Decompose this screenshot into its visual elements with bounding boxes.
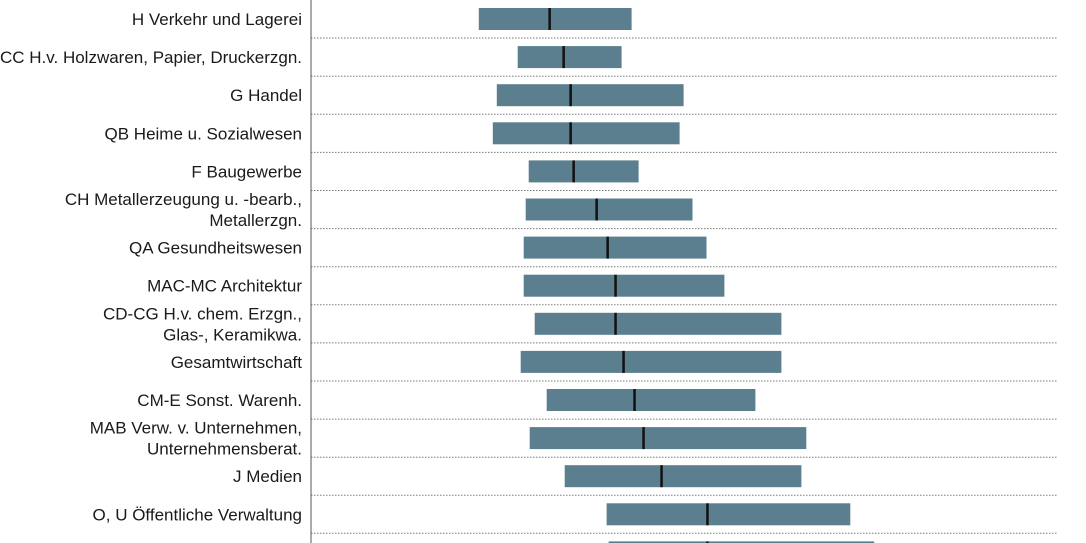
category-label-line: CC H.v. Holzwaren, Papier, Druckerzgn.	[0, 48, 302, 67]
median-marker	[569, 122, 572, 145]
category-label: Gesamtwirtschaft	[171, 353, 303, 372]
median-marker	[622, 350, 625, 373]
range-bar	[606, 503, 851, 526]
range-bar	[534, 312, 782, 335]
range-bar	[492, 122, 680, 145]
category-label-line: MAC-MC Architektur	[147, 277, 302, 296]
range-bar	[608, 541, 875, 543]
category-labels: H Verkehr und Lagerei CC H.v. Holzwaren, …	[0, 10, 302, 524]
range-bar	[528, 160, 639, 183]
category-label: CD-CG H.v. chem. Erzgn., Glas-, Keramikwa…	[103, 304, 302, 344]
category-label: MAB Verw. v. Unternehmen, Unternehmensber…	[90, 419, 302, 459]
category-label-line: QB Heime u. Sozialwesen	[105, 124, 302, 143]
median-marker	[562, 46, 565, 69]
category-label: H Verkehr und Lagerei	[132, 10, 302, 29]
category-label-line: Metallerzgn.	[209, 211, 302, 230]
median-marker	[614, 274, 617, 297]
range-bar	[478, 8, 632, 30]
range-bar	[546, 389, 756, 411]
category-label-line: Unternehmensberat.	[147, 440, 302, 459]
category-label: CH Metallerzeugung u. -bearb., Metallerzg…	[65, 190, 302, 230]
median-marker	[569, 84, 572, 107]
category-label-line: H Verkehr und Lagerei	[132, 10, 302, 29]
median-marker	[595, 198, 598, 221]
category-label: MAC-MC Architektur	[147, 277, 302, 296]
category-label: G Handel	[230, 86, 302, 105]
median-marker	[614, 312, 617, 335]
category-label-line: O, U Öffentliche Verwaltung	[93, 505, 302, 524]
median-marker	[706, 541, 709, 543]
range-bar	[520, 350, 782, 373]
median-marker	[548, 8, 551, 30]
median-marker	[633, 389, 636, 411]
category-label: QB Heime u. Sozialwesen	[105, 124, 302, 143]
category-label: O, U Öffentliche Verwaltung	[93, 505, 302, 524]
range-bar	[523, 236, 707, 259]
median-marker	[572, 160, 575, 183]
category-label-line: G Handel	[230, 86, 302, 105]
category-label-line: CH Metallerzeugung u. -bearb.,	[65, 190, 302, 209]
category-label: CM-E Sonst. Warenh.	[137, 391, 302, 410]
category-label: J Medien	[233, 467, 302, 486]
category-label-line: QA Gesundheitswesen	[129, 239, 302, 258]
range-bar	[529, 427, 807, 450]
category-label-line: Gesamtwirtschaft	[171, 353, 303, 372]
range-bar	[564, 465, 802, 488]
range-bar	[496, 84, 684, 107]
median-marker	[642, 427, 645, 450]
category-label-line: Glas-, Keramikwa.	[163, 325, 302, 344]
median-marker	[660, 465, 663, 488]
range-bar	[517, 46, 622, 69]
category-label-line: CD-CG H.v. chem. Erzgn.,	[103, 304, 302, 323]
range-bar	[523, 274, 725, 297]
category-label: F Baugewerbe	[191, 162, 302, 181]
category-label: CC H.v. Holzwaren, Papier, Druckerzgn.	[0, 48, 302, 67]
category-label-line: F Baugewerbe	[191, 162, 302, 181]
range-bars	[478, 8, 875, 543]
category-label-line: MAB Verw. v. Unternehmen,	[90, 419, 302, 438]
category-label-line: J Medien	[233, 467, 302, 486]
category-label-line: CM-E Sonst. Warenh.	[137, 391, 302, 410]
category-label: QA Gesundheitswesen	[129, 239, 302, 258]
gridlines	[311, 37, 1058, 534]
median-marker	[706, 503, 709, 526]
median-marker	[606, 236, 609, 259]
range-bar	[525, 198, 693, 221]
